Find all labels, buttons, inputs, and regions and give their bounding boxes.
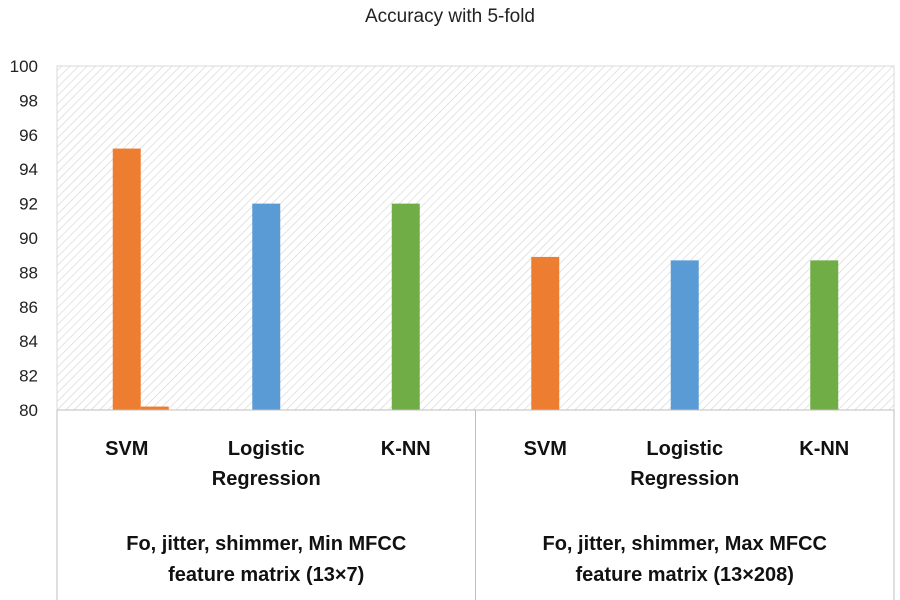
y-tick-label: 84 <box>19 332 38 351</box>
bar <box>670 260 699 410</box>
y-axis-ticks: 80 82 84 86 88 90 92 94 96 98 100 <box>10 57 38 420</box>
group-label: Fo, jitter, shimmer, Min MFCC <box>126 533 406 555</box>
bar <box>252 203 281 410</box>
x-axis: SVM Logistic Regression K-NN SVM Logistic Regr… <box>56 409 895 600</box>
group-label: Fo, jitter, shimmer, Max MFCC <box>542 533 827 555</box>
y-tick-label: 80 <box>19 401 38 420</box>
bar-extra <box>140 406 169 410</box>
y-tick-label: 86 <box>19 298 38 317</box>
category-label: SVM <box>105 438 148 460</box>
bars <box>112 148 839 410</box>
category-label: Regression <box>630 468 739 490</box>
category-label: Regression <box>212 468 321 490</box>
category-label: Logistic <box>646 438 723 460</box>
group-label: feature matrix (13×208) <box>576 564 794 586</box>
plot-area <box>56 65 895 411</box>
category-label: K-NN <box>381 438 431 460</box>
category-label: Logistic <box>228 438 305 460</box>
y-tick-label: 94 <box>19 160 38 179</box>
category-label: K-NN <box>799 438 849 460</box>
y-tick-label: 100 <box>10 57 38 76</box>
y-tick-label: 88 <box>19 263 38 282</box>
bar <box>112 148 141 410</box>
y-tick-label: 98 <box>19 91 38 110</box>
y-tick-label: 92 <box>19 195 38 214</box>
group-label: feature matrix (13×7) <box>168 564 364 586</box>
category-label: SVM <box>524 438 567 460</box>
chart-title: Accuracy with 5-fold <box>365 6 535 27</box>
bar <box>810 260 839 410</box>
y-tick-label: 90 <box>19 229 38 248</box>
y-tick-label: 96 <box>19 126 38 145</box>
group-labels: Fo, jitter, shimmer, Min MFCC feature mat… <box>126 533 827 586</box>
bar <box>391 203 420 410</box>
y-tick-label: 82 <box>19 367 38 386</box>
bar <box>531 256 560 410</box>
